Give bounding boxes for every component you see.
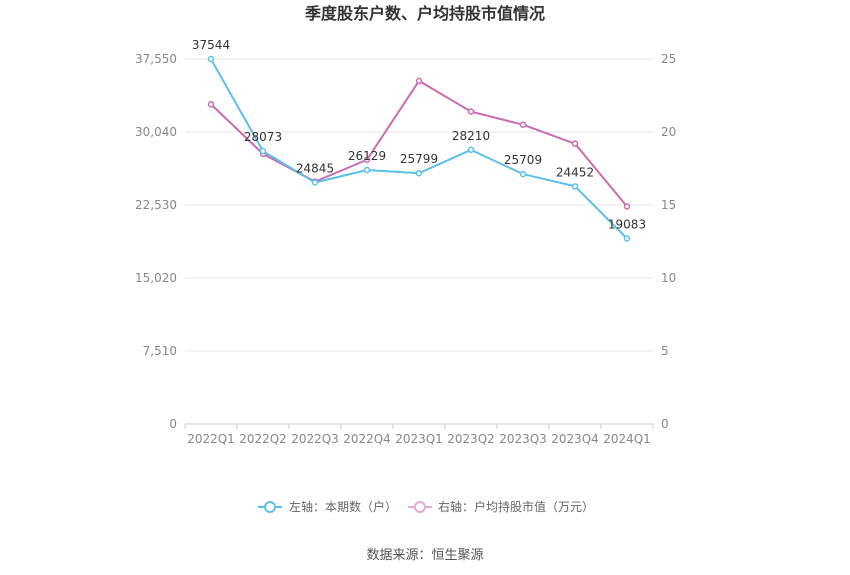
data-point-right	[571, 140, 579, 147]
data-point-left	[259, 147, 267, 155]
right-axis: 0 5 10 15 20 25	[661, 52, 676, 431]
data-point-left	[623, 235, 631, 242]
left-tick-label: 15,020	[135, 271, 177, 285]
data-point-right	[363, 156, 371, 163]
legend: 左轴：本期数（户） 右轴：户均持股市值（万元）	[258, 499, 594, 514]
chart-title: 季度股东户数、户均持股市值情况	[304, 4, 545, 23]
series-layer: 37544 28073 24845 26129 25799 28210 25709 24452…	[192, 38, 646, 242]
left-tick-label: 37,550	[135, 52, 177, 66]
data-point-right	[207, 101, 215, 108]
data-label: 26129	[348, 149, 386, 163]
grid	[185, 58, 653, 425]
x-tick-label: 2022Q2	[239, 432, 287, 446]
legend-item-right[interactable]: 右轴：户均持股市值（万元）	[408, 499, 594, 514]
data-label: 25709	[504, 153, 542, 167]
data-point-right	[519, 121, 527, 128]
left-tick-label: 7,510	[143, 344, 177, 358]
x-axis: 2022Q1 2022Q2 2022Q3 2022Q4 2023Q1 2023Q2 2023…	[184, 424, 654, 446]
data-label: 28210	[452, 129, 490, 143]
series-line-left	[210, 58, 628, 240]
left-tick-label: 0	[169, 417, 177, 431]
x-tick-label: 2022Q1	[187, 432, 235, 446]
source-note: 数据来源：恒生聚源	[366, 548, 483, 563]
data-point-left	[207, 55, 215, 63]
data-point-left	[415, 169, 423, 177]
right-tick-label: 5	[661, 344, 669, 358]
legend-label-left: 左轴：本期数（户）	[289, 499, 397, 514]
data-label: 25799	[400, 152, 438, 166]
legend-item-left[interactable]: 左轴：本期数（户）	[258, 499, 397, 514]
left-tick-label: 22,530	[135, 198, 177, 212]
data-point-left	[519, 170, 527, 178]
right-tick-label: 15	[661, 198, 676, 212]
data-point-left	[571, 183, 579, 190]
data-label: 24845	[296, 161, 334, 175]
data-point-right	[467, 108, 475, 115]
left-axis: 0 7,510 15,020 22,530 30,040 37,550	[135, 52, 177, 431]
left-tick-label: 30,040	[135, 125, 177, 139]
data-point-left	[467, 146, 475, 154]
data-point-left	[363, 166, 371, 174]
data-label: 28073	[244, 130, 282, 144]
x-tick-label: 2022Q3	[291, 432, 339, 446]
right-tick-label: 10	[661, 271, 676, 285]
x-tick-label: 2023Q4	[551, 432, 599, 446]
right-tick-label: 0	[661, 417, 669, 431]
data-label: 37544	[192, 38, 230, 52]
x-tick-label: 2023Q1	[395, 432, 443, 446]
data-point-left	[311, 179, 319, 186]
legend-label-right: 右轴：户均持股市值（万元）	[438, 499, 594, 514]
right-tick-label: 25	[661, 52, 676, 66]
x-tick-label: 2024Q1	[603, 432, 651, 446]
right-tick-label: 20	[661, 125, 676, 139]
x-tick-label: 2023Q2	[447, 432, 495, 446]
data-label: 24452	[556, 165, 594, 179]
legend-marker-left	[264, 501, 276, 513]
x-tick-label: 2022Q4	[343, 432, 391, 446]
data-label: 19083	[608, 218, 646, 232]
legend-marker-right	[414, 501, 426, 513]
x-tick-label: 2023Q3	[499, 432, 547, 446]
data-point-right	[623, 203, 631, 210]
data-point-right	[415, 77, 423, 85]
